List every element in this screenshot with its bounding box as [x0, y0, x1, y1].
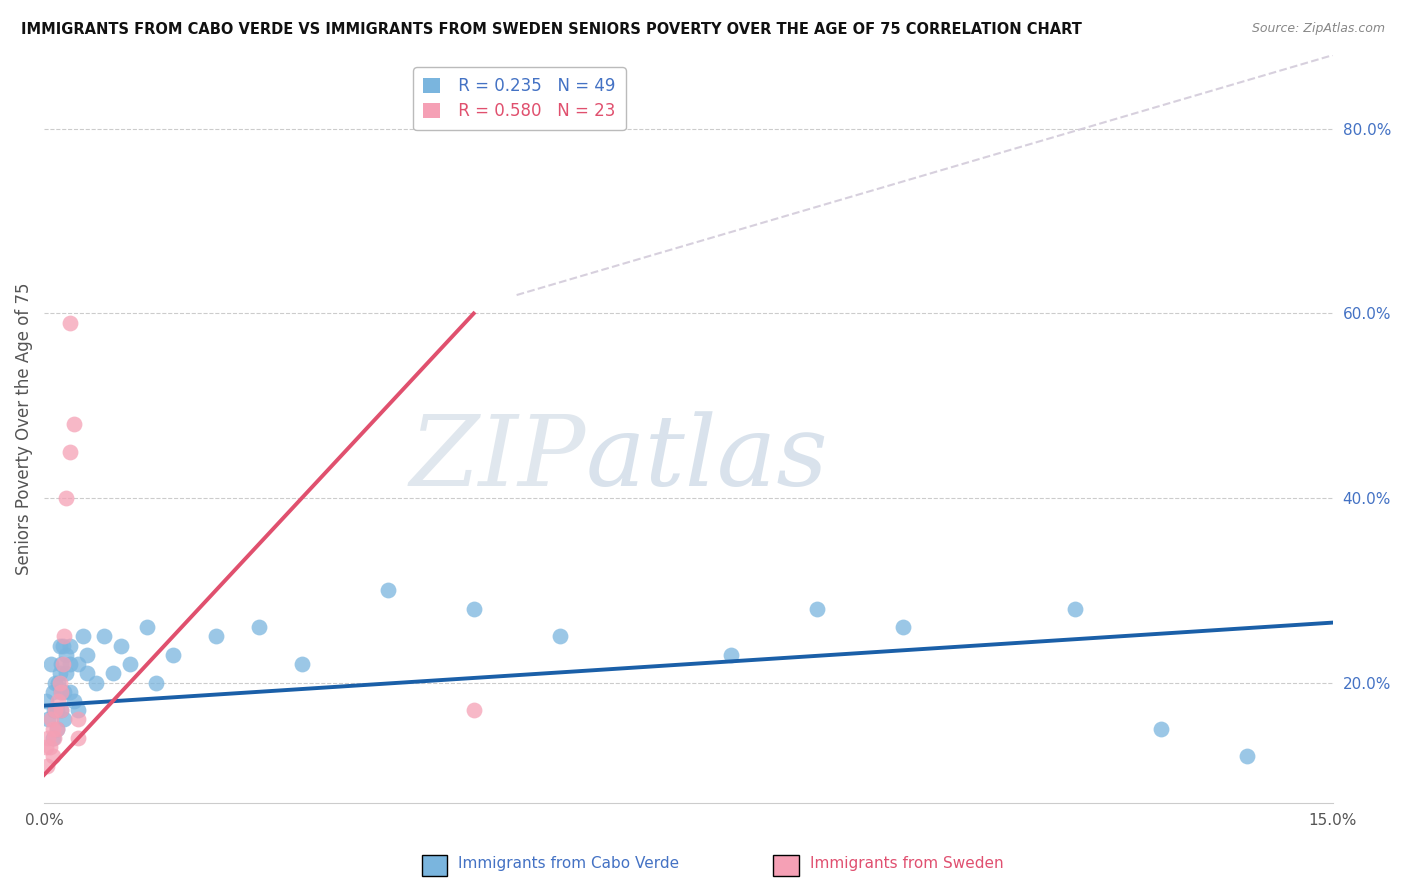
Point — [46, 694, 69, 708]
Point — [136, 620, 159, 634]
Point — [1150, 722, 1173, 736]
Point — [39, 713, 62, 727]
Point — [44, 703, 66, 717]
Text: Source: ZipAtlas.com: Source: ZipAtlas.com — [1251, 22, 1385, 36]
Point — [44, 731, 66, 745]
Point — [806, 601, 828, 615]
Point — [101, 666, 124, 681]
Point — [377, 583, 399, 598]
Point — [46, 703, 69, 717]
Point — [55, 666, 77, 681]
Point — [51, 685, 73, 699]
Point — [891, 620, 914, 634]
Point — [67, 657, 90, 672]
Point — [41, 722, 63, 736]
Point — [162, 648, 184, 662]
Point — [39, 740, 62, 755]
Point — [63, 417, 86, 432]
Y-axis label: Seniors Poverty Over the Age of 75: Seniors Poverty Over the Age of 75 — [15, 283, 32, 575]
Point — [51, 703, 73, 717]
Point — [55, 648, 77, 662]
Point — [67, 713, 90, 727]
Point — [35, 758, 58, 772]
Text: IMMIGRANTS FROM CABO VERDE VS IMMIGRANTS FROM SWEDEN SENIORS POVERTY OVER THE AG: IMMIGRANTS FROM CABO VERDE VS IMMIGRANTS… — [21, 22, 1083, 37]
Point — [55, 491, 77, 505]
Point — [52, 657, 75, 672]
Point — [76, 666, 98, 681]
Point — [52, 685, 75, 699]
Point — [548, 629, 571, 643]
Text: Immigrants from Sweden: Immigrants from Sweden — [810, 856, 1004, 871]
Point — [51, 685, 73, 699]
Point — [247, 620, 270, 634]
Point — [44, 703, 66, 717]
Point — [41, 749, 63, 764]
Point — [48, 675, 70, 690]
Text: ZIP: ZIP — [409, 411, 585, 507]
Point — [48, 639, 70, 653]
Point — [37, 731, 59, 745]
Point — [52, 713, 75, 727]
Point — [41, 731, 63, 745]
Point — [463, 703, 485, 717]
Text: atlas: atlas — [585, 411, 828, 507]
Point — [110, 639, 132, 653]
Text: Immigrants from Cabo Verde: Immigrants from Cabo Verde — [458, 856, 679, 871]
Point — [52, 629, 75, 643]
Point — [118, 657, 141, 672]
Point — [205, 629, 228, 643]
Point — [72, 629, 94, 643]
Point — [291, 657, 314, 672]
Point — [46, 675, 69, 690]
Point — [145, 675, 167, 690]
Point — [35, 694, 58, 708]
Point — [1064, 601, 1087, 615]
Point — [51, 703, 73, 717]
Point — [63, 694, 86, 708]
Point — [463, 601, 485, 615]
Point — [93, 629, 115, 643]
Point — [720, 648, 742, 662]
Point — [41, 685, 63, 699]
Legend:  R = 0.235   N = 49,  R = 0.580   N = 23: R = 0.235 N = 49, R = 0.580 N = 23 — [413, 67, 626, 130]
Point — [37, 713, 59, 727]
Point — [67, 703, 90, 717]
Point — [84, 675, 107, 690]
Point — [67, 731, 90, 745]
Point — [51, 657, 73, 672]
Point — [35, 740, 58, 755]
Point — [46, 722, 69, 736]
Point — [48, 666, 70, 681]
Point — [44, 675, 66, 690]
Point — [76, 648, 98, 662]
Point — [59, 316, 82, 330]
Point — [39, 657, 62, 672]
Point — [59, 657, 82, 672]
Point — [59, 639, 82, 653]
Point — [59, 445, 82, 459]
Point — [52, 639, 75, 653]
Point — [46, 722, 69, 736]
Point — [1236, 749, 1258, 764]
Point — [59, 685, 82, 699]
